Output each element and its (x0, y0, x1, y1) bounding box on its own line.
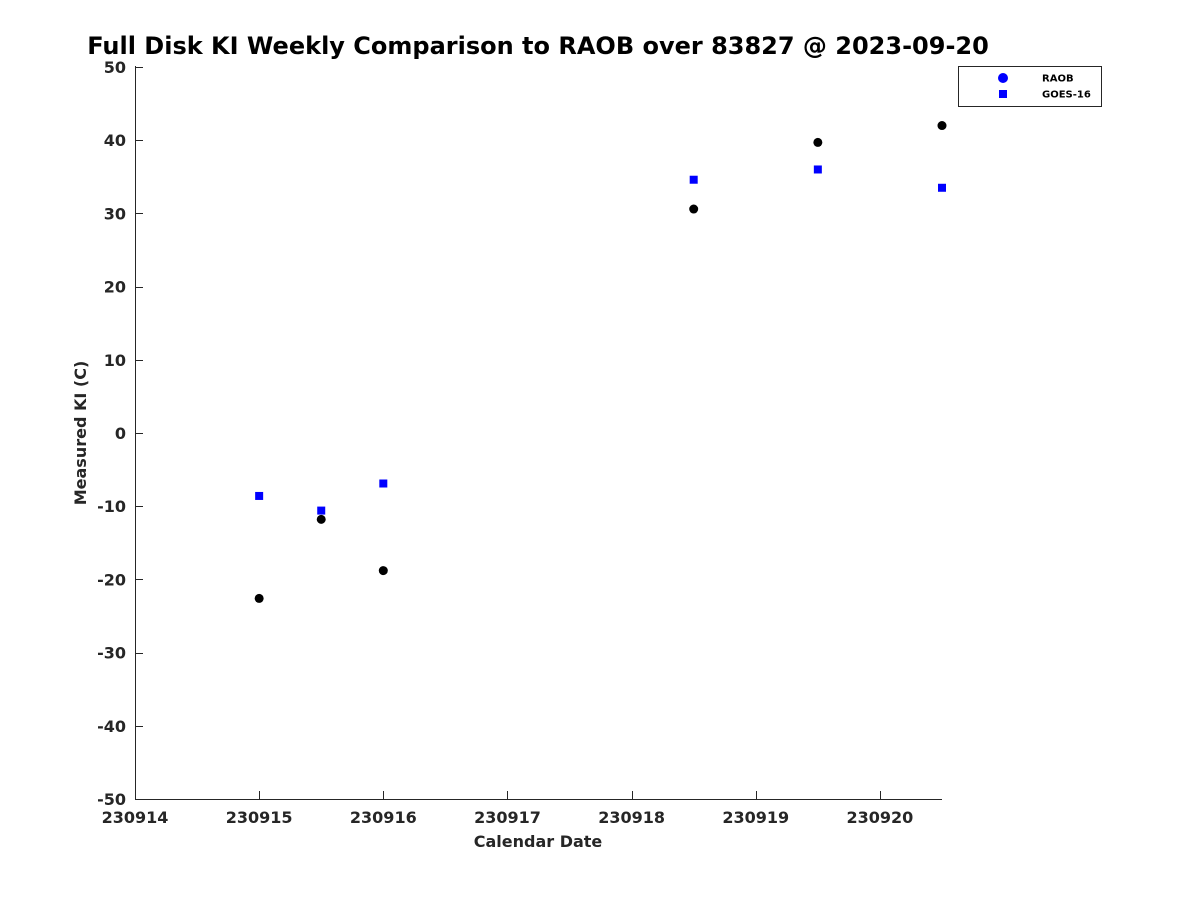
goes16-point (317, 506, 326, 515)
y-tick-label: -30 (97, 644, 126, 663)
x-tick-label: 230914 (102, 808, 169, 827)
goes16-point (689, 175, 698, 184)
raob-point (378, 566, 388, 576)
legend-raob-marker (998, 73, 1008, 83)
x-tick-label: 230916 (350, 808, 417, 827)
y-tick-label: 50 (104, 58, 126, 77)
data-markers (254, 121, 947, 603)
raob-point (254, 593, 264, 603)
x-tick-label: 230918 (598, 808, 665, 827)
goes16-point (938, 183, 946, 192)
y-axis-label: Measured KI (C) (71, 361, 90, 506)
legend: RAOB GOES-16 (958, 66, 1102, 107)
x-ticks: 230914 230915 230916 230917 230918 230919 2309… (102, 791, 914, 827)
goes16-point (255, 491, 264, 500)
goes16-point (813, 165, 822, 174)
y-tick-label: 0 (115, 424, 126, 443)
raob-point (937, 121, 947, 131)
y-tick-label: 40 (104, 131, 126, 150)
x-axis-label: Calendar Date (474, 832, 603, 851)
raob-point (316, 514, 326, 524)
y-tick-label: -10 (97, 497, 126, 516)
y-tick-label: -20 (97, 570, 126, 589)
legend-goes-label: GOES-16 (1042, 90, 1091, 101)
y-tick-label: -40 (97, 717, 126, 736)
legend-goes-marker (999, 90, 1007, 98)
y-tick-label: 20 (104, 278, 126, 297)
x-tick-label: 230915 (226, 808, 293, 827)
goes16-point (379, 479, 388, 488)
y-tick-label: -50 (97, 790, 126, 809)
raob-point (689, 204, 699, 214)
legend-box (958, 66, 1102, 107)
chart-title: Full Disk KI Weekly Comparison to RAOB o… (87, 32, 989, 60)
x-tick-label: 230920 (847, 808, 914, 827)
x-tick-label: 230917 (474, 808, 541, 827)
raob-point (813, 137, 823, 147)
y-tick-label: 30 (104, 204, 126, 223)
x-tick-label: 230919 (722, 808, 789, 827)
legend-raob-label: RAOB (1042, 74, 1074, 85)
y-ticks: 50 40 30 20 10 0 -10 -20 -30 -40 -50 (97, 58, 143, 809)
y-tick-label: 10 (104, 351, 126, 370)
